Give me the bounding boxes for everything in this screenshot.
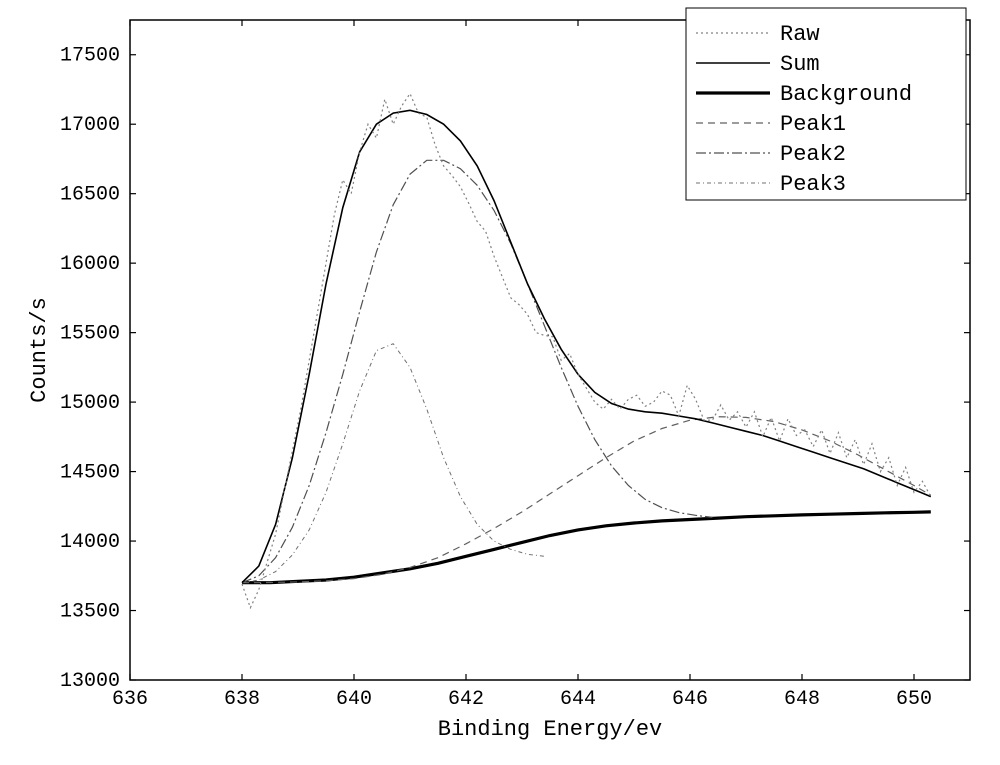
series-peak1 xyxy=(242,417,931,583)
y-tick-label: 13000 xyxy=(60,670,120,693)
series-peak2 xyxy=(242,160,712,582)
y-tick-label: 16500 xyxy=(60,184,120,207)
y-tick-label: 13500 xyxy=(60,601,120,624)
x-tick-label: 650 xyxy=(896,688,932,711)
legend-label-raw: Raw xyxy=(780,22,820,47)
y-tick-label: 14500 xyxy=(60,462,120,485)
x-tick-label: 642 xyxy=(448,688,484,711)
chart-svg: 6366386406426446466486501300013500140001… xyxy=(0,0,1000,765)
legend-label-background: Background xyxy=(780,82,912,107)
x-tick-label: 644 xyxy=(560,688,596,711)
legend-label-sum: Sum xyxy=(780,52,820,77)
legend-label-peak3: Peak3 xyxy=(780,172,846,197)
y-tick-label: 17500 xyxy=(60,45,120,68)
x-tick-label: 638 xyxy=(224,688,260,711)
x-axis-title: Binding Energy/ev xyxy=(438,717,662,742)
y-tick-label: 14000 xyxy=(60,531,120,554)
y-axis-title: Counts/s xyxy=(27,297,52,403)
legend-label-peak2: Peak2 xyxy=(780,142,846,167)
y-tick-label: 16000 xyxy=(60,253,120,276)
xps-spectrum-chart: 6366386406426446466486501300013500140001… xyxy=(0,0,1000,765)
x-tick-label: 648 xyxy=(784,688,820,711)
y-tick-label: 15500 xyxy=(60,323,120,346)
series-background xyxy=(242,512,931,583)
x-tick-label: 646 xyxy=(672,688,708,711)
y-tick-label: 15000 xyxy=(60,392,120,415)
y-tick-label: 17000 xyxy=(60,114,120,137)
legend-label-peak1: Peak1 xyxy=(780,112,846,137)
x-tick-label: 640 xyxy=(336,688,372,711)
